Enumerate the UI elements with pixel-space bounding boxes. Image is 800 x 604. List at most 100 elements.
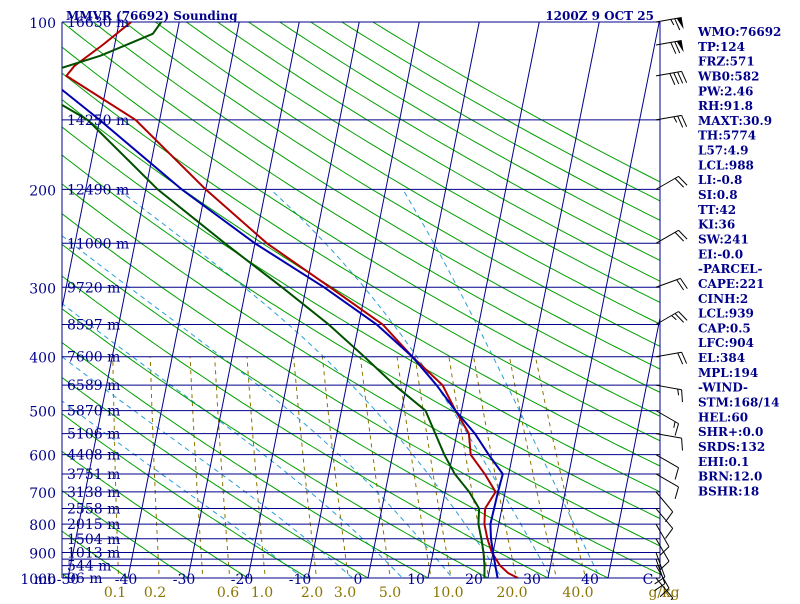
wind-barb-pennant — [677, 40, 684, 52]
wind-barb-flag — [670, 73, 675, 84]
wind-barb-half-flag — [674, 117, 677, 123]
height-label: 2558 m — [67, 502, 120, 518]
index-value: LI:-0.8 — [698, 173, 742, 187]
mixing-ratio-tick-label: 1.0 — [251, 585, 273, 600]
pressure-tick-label: 700 — [29, 486, 56, 502]
index-value: LFC:904 — [698, 336, 754, 350]
height-label: 6589 m — [67, 378, 120, 394]
mixing-ratio-tick-label: 20.0 — [496, 585, 527, 600]
index-value: EHI:0.1 — [698, 455, 749, 469]
wind-barb-flag — [674, 73, 679, 84]
wind-barb-pennant — [677, 17, 684, 29]
height-label: 8597 m — [67, 318, 120, 334]
mixing-ratio-tick-label: 0.2 — [144, 585, 166, 600]
wind-barb-flag — [678, 116, 683, 127]
index-value: SHR+:0.0 — [698, 425, 763, 439]
index-value: EL:384 — [698, 351, 745, 365]
temperature-tick-label: 20 — [465, 572, 483, 588]
wind-barb-half-flag — [678, 389, 679, 395]
index-value: BSHR:18 — [698, 484, 759, 498]
wind-barb-flag — [678, 353, 683, 364]
wind-barb — [656, 176, 687, 189]
wind-barb-flag — [671, 42, 676, 53]
height-label: 5870 m — [67, 404, 120, 420]
height-label: 3751 m — [67, 467, 120, 483]
chart-time: 1200Z 9 OCT 25 — [545, 9, 654, 23]
mixing-ratio-tick-label: 10.0 — [432, 585, 463, 600]
index-value: WB0:582 — [697, 69, 759, 83]
wind-barb — [656, 71, 687, 84]
index-value: MPL:194 — [698, 366, 758, 380]
mixing-ratio-tick-label: 2.0 — [301, 585, 323, 600]
wind-barb — [656, 278, 687, 290]
wind-barb-flag — [675, 424, 678, 436]
chart-title: MMVR (76692) Sounding — [66, 9, 238, 23]
mixing-ratio-tick-label: 0.1 — [104, 585, 126, 600]
index-value: TT:42 — [698, 203, 736, 217]
wind-barb-flag — [682, 71, 687, 82]
height-label: 4408 m — [67, 448, 120, 464]
index-value: CAP:0.5 — [698, 321, 751, 335]
pressure-tick-label: 600 — [29, 449, 56, 465]
index-value: PW:2.46 — [698, 84, 753, 98]
height-label: 14250 m — [67, 113, 129, 129]
pressure-unit-label: mb — [34, 572, 56, 588]
pressure-tick-label: 800 — [29, 518, 56, 534]
index-value: L57:4.9 — [698, 144, 748, 158]
index-value: CAPE:221 — [698, 277, 765, 291]
height-label: 11000 m — [67, 236, 129, 252]
dry-adiabat-line — [0, 10, 24, 590]
index-value: SRDS:132 — [698, 440, 765, 454]
height-label: 3138 m — [67, 485, 120, 501]
pressure-tick-label: 300 — [29, 281, 56, 297]
temperature-tick-label: -30 — [173, 572, 196, 588]
index-value: TP:124 — [698, 40, 745, 54]
wind-barb-flag — [675, 487, 678, 499]
mixing-ratio-tick-label: 40.0 — [562, 585, 593, 600]
index-value: MAXT:30.9 — [698, 114, 772, 128]
index-value: SI:0.8 — [698, 188, 738, 202]
height-label: 5106 m — [67, 427, 120, 443]
isotherm-line — [0, 10, 2, 590]
index-value: TH:5774 — [698, 129, 756, 143]
index-value: LCL:939 — [698, 307, 754, 321]
wind-barb-half-flag — [671, 19, 674, 25]
wind-barb-flag — [682, 352, 687, 363]
index-value: LCL:988 — [698, 158, 754, 172]
height-label: 2015 m — [67, 517, 120, 533]
height-label: 9720 m — [67, 280, 120, 296]
pressure-tick-label: 500 — [29, 405, 56, 421]
mixing-ratio-tick-label: 5.0 — [379, 585, 401, 600]
index-value: HEL:60 — [698, 410, 748, 424]
wind-barb — [656, 230, 687, 243]
wind-barb-flag — [682, 438, 683, 450]
mixing-ratio-tick-label: 3.0 — [334, 585, 356, 600]
height-label: 7600 m — [67, 350, 120, 366]
index-value: WMO:76692 — [697, 25, 781, 39]
temperature-tick-label: 10 — [407, 572, 425, 588]
pressure-tick-label: 200 — [29, 183, 56, 199]
wind-barb — [656, 312, 687, 325]
index-value: BRN:12.0 — [698, 470, 762, 484]
index-value: CINH:2 — [698, 292, 748, 306]
wind-barb-flag — [682, 115, 687, 126]
index-value: EI:-0.0 — [698, 247, 743, 261]
pressure-tick-label: 400 — [29, 351, 56, 367]
index-value: -WIND- — [698, 381, 748, 395]
wind-barb — [656, 115, 687, 127]
wind-barb — [656, 352, 687, 364]
wind-barb-flag — [675, 468, 678, 480]
wind-barb-flag — [665, 512, 672, 522]
height-label: 12490 m — [67, 182, 129, 198]
plot-area — [62, 22, 660, 578]
wind-barb-flag — [682, 390, 683, 402]
temperature-tick-label: -50 — [57, 572, 80, 588]
index-value: FRZ:571 — [698, 55, 755, 69]
indices-panel: WMO:76692TP:124FRZ:571WB0:582PW:2.46RH:9… — [697, 25, 781, 498]
index-value: KI:36 — [698, 218, 735, 232]
wind-barb-half-flag — [674, 422, 675, 428]
pressure-tick-label: 900 — [29, 547, 56, 563]
